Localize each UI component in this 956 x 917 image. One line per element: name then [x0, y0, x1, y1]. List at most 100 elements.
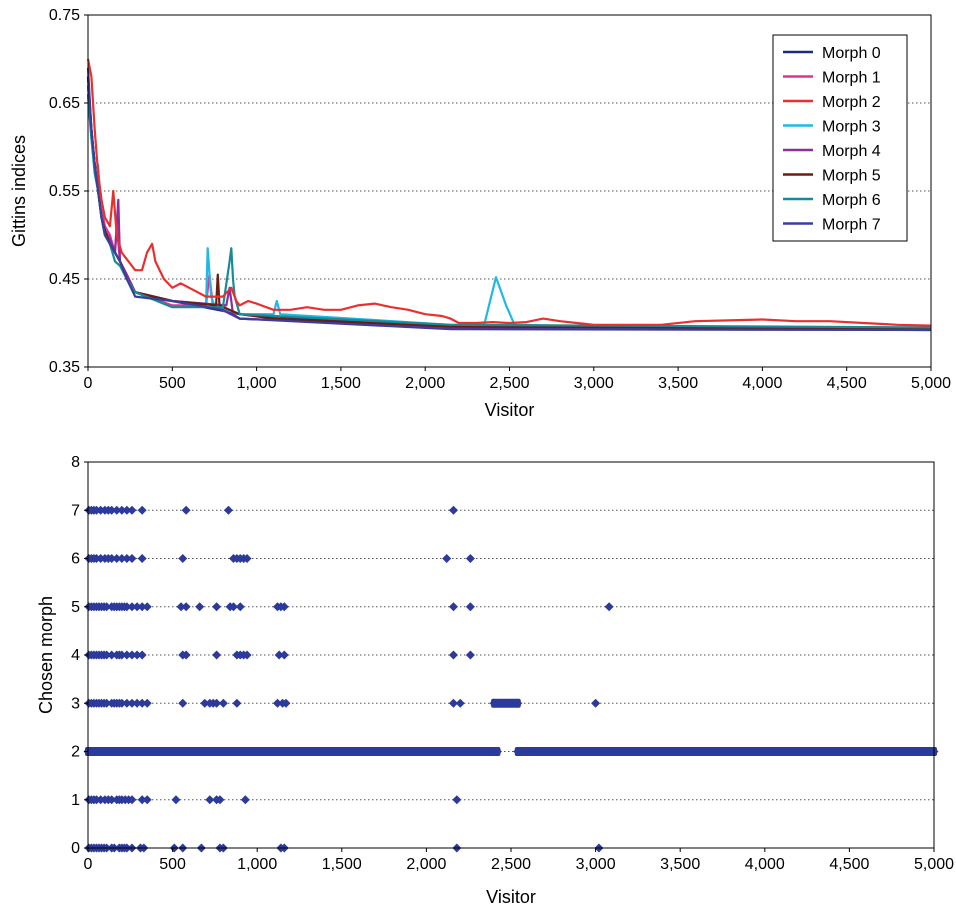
- marker-point: [448, 698, 458, 708]
- marker-point: [117, 650, 127, 660]
- marker-point: [279, 650, 289, 660]
- x-tick-label: 5,000: [914, 856, 954, 873]
- chosen-morph-chart: 0 500 1,000 1,500 2,000 2,500 3,000 3,500 4,000 4…: [36, 454, 954, 907]
- marker-point: [465, 554, 475, 563]
- y-tick-label: 0.65: [49, 95, 80, 112]
- gittins-x-axis-label: Visitor: [485, 400, 535, 420]
- marker-point: [176, 602, 186, 612]
- gittins-y-axis-label: Gittins indices: [9, 135, 29, 247]
- y-tick-label: 4: [71, 647, 80, 664]
- marker-point: [465, 650, 475, 660]
- dense-marker-run: [85, 747, 501, 756]
- marker-point: [122, 602, 132, 612]
- x-tick-label: 500: [159, 375, 186, 392]
- marker-point: [137, 698, 147, 708]
- marker-point: [112, 554, 122, 563]
- marker-point: [127, 698, 137, 708]
- marker-point: [448, 602, 458, 612]
- marker-point: [132, 698, 142, 708]
- x-tick-label: 2,000: [405, 375, 445, 392]
- y-tick-label: 8: [71, 454, 80, 471]
- x-tick-label: 4,500: [829, 856, 869, 873]
- marker-point: [122, 650, 132, 660]
- marker-point: [212, 602, 222, 612]
- y-tick-label: 0.55: [49, 183, 80, 200]
- marker-point: [102, 602, 112, 612]
- x-tick-label: 1,500: [321, 375, 361, 392]
- marker-point: [137, 795, 147, 805]
- legend-label: Morph 0: [822, 45, 881, 62]
- marker-point: [102, 650, 112, 660]
- marker-point: [127, 554, 137, 563]
- y-tick-label: 0.45: [49, 271, 80, 288]
- marker-point: [137, 650, 147, 660]
- y-tick-label: 3: [71, 695, 80, 712]
- marker-point: [127, 795, 137, 805]
- marker-point: [137, 554, 147, 563]
- x-tick-label: 2,000: [406, 856, 446, 873]
- marker-point: [223, 505, 233, 515]
- marker-point: [274, 650, 284, 660]
- marker-point: [178, 554, 188, 563]
- marker-point: [122, 505, 132, 515]
- marker-point: [107, 554, 117, 563]
- y-tick-label: 2: [71, 744, 80, 761]
- marker-point: [235, 602, 245, 612]
- marker-point: [279, 602, 289, 612]
- marker-point: [181, 602, 191, 612]
- series-line-morph-7: [86, 67, 932, 332]
- marker-point: [604, 602, 614, 612]
- legend-box: [772, 34, 908, 242]
- y-tick-label: 1: [71, 792, 80, 809]
- marker-point: [200, 698, 210, 708]
- legend-label: Morph 7: [822, 217, 881, 234]
- y-tick-label: 0.35: [49, 359, 80, 376]
- marker-point: [107, 505, 117, 515]
- x-tick-label: 1,000: [237, 856, 277, 873]
- marker-point: [513, 698, 523, 708]
- marker-point: [513, 747, 523, 756]
- marker-point: [242, 554, 252, 563]
- x-tick-label: 0: [84, 375, 93, 392]
- marker-point: [215, 795, 225, 805]
- marker-point: [117, 554, 127, 563]
- legend-label: Morph 5: [822, 168, 881, 185]
- y-tick-label: 0.75: [49, 7, 80, 24]
- marker-point: [281, 698, 291, 708]
- marker-point: [591, 698, 601, 708]
- x-tick-label: 5,000: [911, 375, 951, 392]
- marker-point: [117, 505, 127, 515]
- legend-label: Morph 3: [822, 119, 881, 136]
- x-tick-label: 4,000: [745, 856, 785, 873]
- marker-point: [132, 602, 142, 612]
- marker-point: [112, 505, 122, 515]
- marker-point: [442, 554, 452, 563]
- x-tick-label: 3,000: [576, 856, 616, 873]
- chosen-morph-x-axis-label: Visitor: [486, 887, 536, 907]
- legend-label: Morph 2: [822, 94, 881, 111]
- series-line-morph-2: [86, 58, 932, 327]
- marker-point: [181, 505, 191, 515]
- dense-marker-run: [491, 698, 521, 708]
- marker-point: [452, 795, 462, 805]
- y-tick-label: 6: [71, 551, 80, 568]
- chosen-morph-x-tick-labels: 0 500 1,000 1,500 2,000 2,500 3,000 3,500 4,000 4…: [84, 848, 954, 873]
- marker-point: [240, 795, 250, 805]
- x-tick-label: 2,500: [489, 375, 529, 392]
- marker-point: [107, 650, 117, 660]
- marker-point: [492, 747, 502, 756]
- marker-point: [205, 795, 215, 805]
- marker-point: [127, 650, 137, 660]
- marker-point: [448, 505, 458, 515]
- legend-label: Morph 4: [822, 143, 881, 160]
- marker-point: [127, 505, 137, 515]
- marker-point: [137, 602, 147, 612]
- marker-point: [127, 602, 137, 612]
- marker-point: [242, 650, 252, 660]
- y-tick-label: 7: [71, 502, 80, 519]
- x-tick-label: 4,500: [827, 375, 867, 392]
- marker-point: [448, 650, 458, 660]
- marker-point: [107, 795, 117, 805]
- y-tick-label: 5: [71, 599, 80, 616]
- chosen-morph-markers: [83, 505, 939, 853]
